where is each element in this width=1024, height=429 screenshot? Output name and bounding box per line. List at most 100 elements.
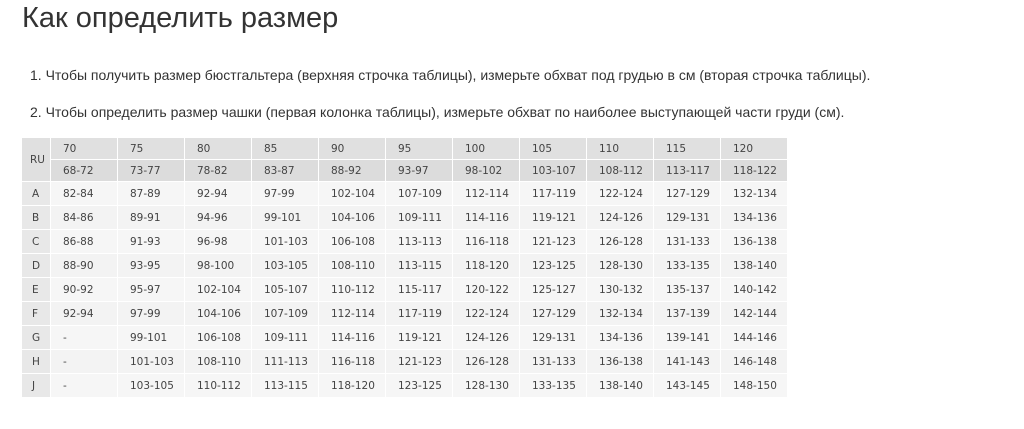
bust-range-cell: 119-121 (520, 206, 587, 230)
bust-range-cell: 103-105 (252, 254, 319, 278)
bust-range-cell: 114-116 (453, 206, 520, 230)
bust-range-cell: 121-123 (386, 350, 453, 374)
band-size-header: 70 (51, 138, 118, 160)
bust-range-cell: 109-111 (252, 326, 319, 350)
bust-range-cell: 133-135 (520, 374, 587, 398)
band-size-header: 100 (453, 138, 520, 160)
bust-range-cell: 96-98 (185, 230, 252, 254)
bust-range-cell: 113-115 (252, 374, 319, 398)
bust-range-cell: 144-146 (721, 326, 788, 350)
bust-range-cell: - (51, 374, 118, 398)
bust-range-cell: 101-103 (118, 350, 185, 374)
bust-range-cell: 103-105 (118, 374, 185, 398)
bust-range-cell: 142-144 (721, 302, 788, 326)
bust-range-cell: 106-108 (319, 230, 386, 254)
underbust-range-header: 78-82 (185, 160, 252, 182)
cup-label: C (22, 230, 51, 254)
cup-label: H (22, 350, 51, 374)
bust-range-cell: 108-110 (185, 350, 252, 374)
bust-range-cell: 112-114 (453, 182, 520, 206)
cup-label: B (22, 206, 51, 230)
bust-range-cell: 116-118 (453, 230, 520, 254)
bust-range-cell: 108-110 (319, 254, 386, 278)
bust-range-cell: 141-143 (654, 350, 721, 374)
bust-range-cell: 131-133 (520, 350, 587, 374)
bust-range-cell: 118-120 (453, 254, 520, 278)
page-title: Как определить размер (22, 2, 339, 34)
bust-range-cell: 91-93 (118, 230, 185, 254)
table-row: H -101-103 108-110 111-113 116-118 121-123 126… (22, 350, 788, 374)
band-size-header: 90 (319, 138, 386, 160)
underbust-range-header: 118-122 (721, 160, 788, 182)
bust-range-cell: 134-136 (587, 326, 654, 350)
bust-range-cell: 114-116 (319, 326, 386, 350)
bust-range-cell: 140-142 (721, 278, 788, 302)
bust-range-cell: 130-132 (587, 278, 654, 302)
bust-range-cell: 101-103 (252, 230, 319, 254)
bust-range-cell: 84-86 (51, 206, 118, 230)
underbust-range-header: 73-77 (118, 160, 185, 182)
bust-range-cell: 139-141 (654, 326, 721, 350)
table-row: F 92-94 97-99 104-106 107-109 112-114 117-119 1… (22, 302, 788, 326)
bust-range-cell: 98-100 (185, 254, 252, 278)
bust-range-cell: 102-104 (319, 182, 386, 206)
bust-range-cell: 121-123 (520, 230, 587, 254)
bust-range-cell: 90-92 (51, 278, 118, 302)
bust-range-cell: 138-140 (587, 374, 654, 398)
bust-range-cell: 89-91 (118, 206, 185, 230)
bust-range-cell: - (51, 326, 118, 350)
bust-range-cell: 132-134 (587, 302, 654, 326)
table-row: E 90-92 95-97 102-104 105-107 110-112 115-117 1… (22, 278, 788, 302)
bust-range-cell: 122-124 (453, 302, 520, 326)
bust-range-cell: 86-88 (51, 230, 118, 254)
underbust-range-header: 98-102 (453, 160, 520, 182)
bust-range-cell: 99-101 (252, 206, 319, 230)
table-row: G -99-101 106-108 109-111 114-116 119-121 124-… (22, 326, 788, 350)
band-size-header: 120 (721, 138, 788, 160)
bust-range-cell: 97-99 (252, 182, 319, 206)
bust-range-cell: 111-113 (252, 350, 319, 374)
bust-range-cell: 120-122 (453, 278, 520, 302)
bust-range-cell: 135-137 (654, 278, 721, 302)
underbust-range-header: 83-87 (252, 160, 319, 182)
bust-range-cell: 109-111 (386, 206, 453, 230)
bust-range-cell: 126-128 (453, 350, 520, 374)
bust-range-cell: 133-135 (654, 254, 721, 278)
band-size-header: 80 (185, 138, 252, 160)
bust-range-cell: - (51, 350, 118, 374)
cup-label: E (22, 278, 51, 302)
bust-range-cell: 99-101 (118, 326, 185, 350)
bust-range-cell: 88-90 (51, 254, 118, 278)
bust-range-cell: 127-129 (520, 302, 587, 326)
band-size-header: 85 (252, 138, 319, 160)
bust-range-cell: 126-128 (587, 230, 654, 254)
bust-range-cell: 113-113 (386, 230, 453, 254)
bust-range-cell: 136-138 (721, 230, 788, 254)
bust-range-cell: 82-84 (51, 182, 118, 206)
underbust-range-header: 68-72 (51, 160, 118, 182)
cup-label: D (22, 254, 51, 278)
bust-range-cell: 129-131 (654, 206, 721, 230)
header-row-underbust: 68-72 73-77 78-82 83-87 88-92 93-97 98-102 103-… (22, 160, 788, 182)
bust-range-cell: 125-127 (520, 278, 587, 302)
cup-label: G (22, 326, 51, 350)
instruction-band-size: 1. Чтобы получить размер бюстгальтера (в… (30, 67, 871, 83)
bust-range-cell: 118-120 (319, 374, 386, 398)
bust-range-cell: 87-89 (118, 182, 185, 206)
bust-range-cell: 124-126 (453, 326, 520, 350)
bust-range-cell: 94-96 (185, 206, 252, 230)
cup-label: J (22, 374, 51, 398)
bust-range-cell: 146-148 (721, 350, 788, 374)
underbust-range-header: 113-117 (654, 160, 721, 182)
bust-range-cell: 110-112 (185, 374, 252, 398)
bust-range-cell: 110-112 (319, 278, 386, 302)
header-row-sizes: RU 70 75 80 85 90 95 100 105 110 115 120 (22, 138, 788, 182)
underbust-range-header: 93-97 (386, 160, 453, 182)
bust-range-cell: 128-130 (453, 374, 520, 398)
bust-range-cell: 148-150 (721, 374, 788, 398)
table-row: A 82-84 87-89 92-94 97-99 102-104 107-109 112-1… (22, 182, 788, 206)
bust-range-cell: 117-119 (520, 182, 587, 206)
bust-range-cell: 92-94 (51, 302, 118, 326)
underbust-range-header: 103-107 (520, 160, 587, 182)
bust-range-cell: 112-114 (319, 302, 386, 326)
